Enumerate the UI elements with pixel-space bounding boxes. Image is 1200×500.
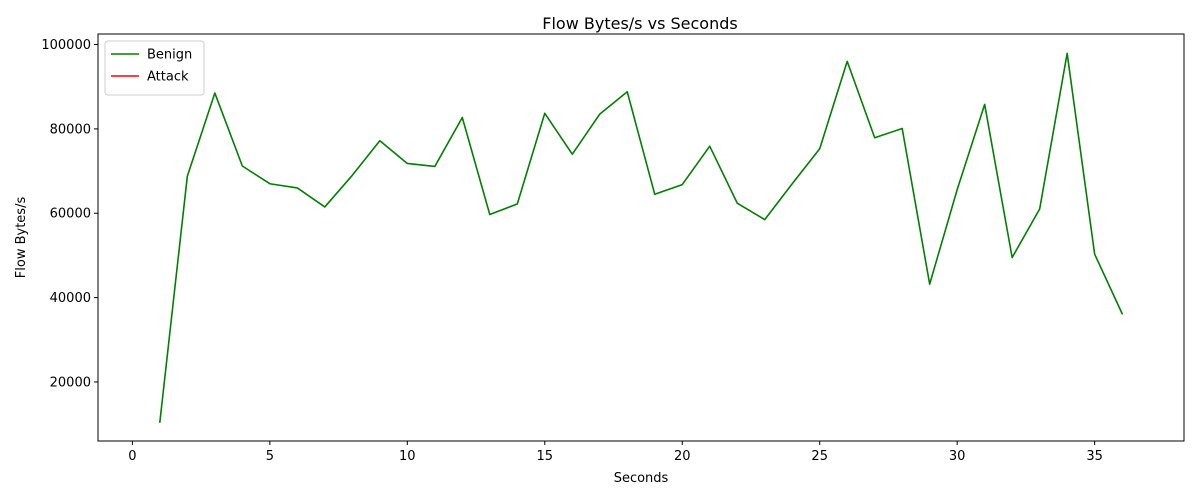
- legend: Benign Attack: [104, 40, 205, 96]
- y-axis: 20000 40000 60000 80000 100000: [41, 38, 98, 390]
- x-tick-label: 25: [811, 449, 828, 464]
- x-tick-label: 15: [536, 449, 553, 464]
- x-tick-label: 5: [266, 449, 274, 464]
- x-tick-label: 0: [128, 449, 136, 464]
- y-tick-label: 100000: [41, 38, 91, 53]
- x-axis: 0 5 10 15 20 25 30 35: [128, 441, 1103, 464]
- y-axis-label: Flow Bytes/s: [14, 197, 29, 279]
- chart-title: Flow Bytes/s vs Seconds: [542, 14, 737, 33]
- x-tick-label: 10: [399, 449, 416, 464]
- y-tick-label: 20000: [50, 375, 91, 390]
- series-line-benign: [158, 52, 1124, 423]
- y-tick-label: 80000: [50, 122, 91, 137]
- legend-label-benign: Benign: [147, 48, 192, 63]
- x-axis-label: Seconds: [614, 471, 669, 486]
- x-tick-label: 20: [674, 449, 691, 464]
- series-layer: [158, 52, 1124, 423]
- x-tick-label: 30: [949, 449, 966, 464]
- axes-frame: [97, 33, 1185, 442]
- legend-label-attack: Attack: [147, 70, 189, 85]
- x-tick-label: 35: [1086, 449, 1103, 464]
- y-tick-label: 40000: [50, 291, 91, 306]
- y-tick-label: 60000: [50, 207, 91, 222]
